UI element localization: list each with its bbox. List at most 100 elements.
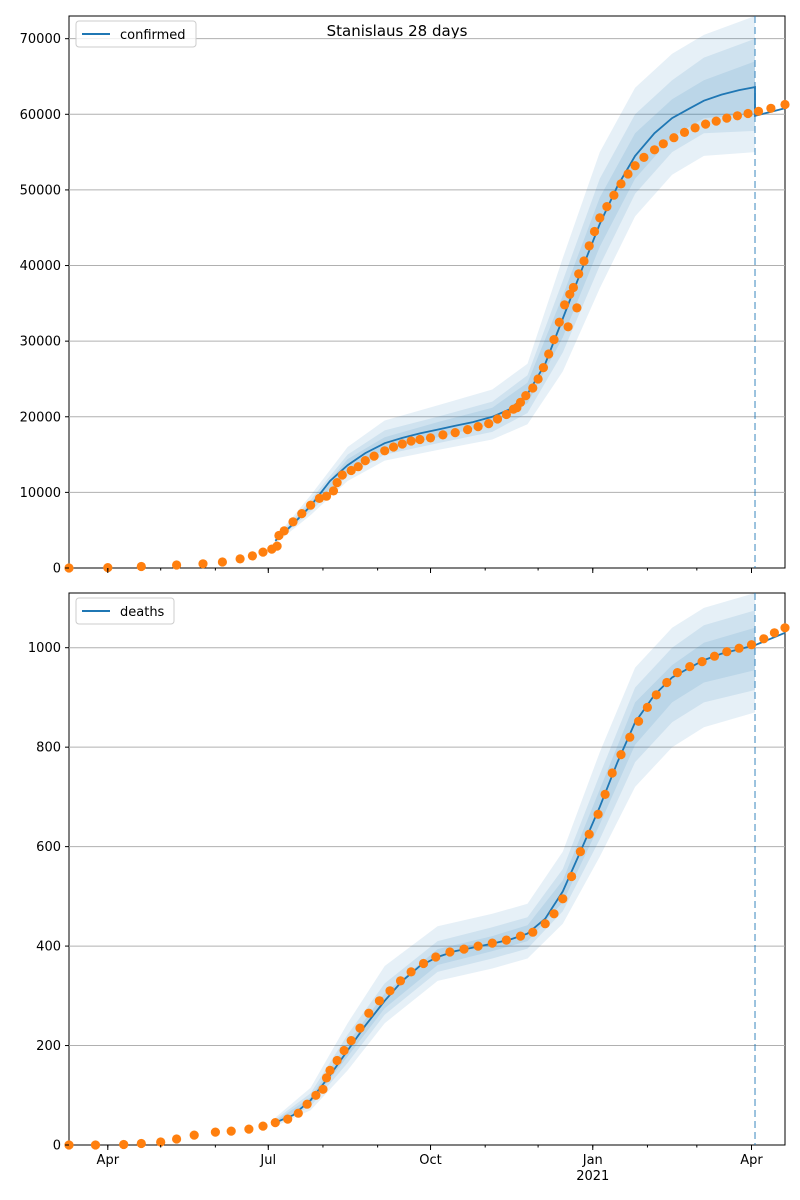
observed-point — [759, 634, 769, 644]
plot-area-frame — [68, 15, 786, 569]
observed-points — [64, 99, 790, 573]
x-tick-label: Jan — [582, 1153, 603, 1168]
x-tick-label: Apr — [740, 1153, 763, 1168]
y-tick-label: 1000 — [28, 641, 61, 656]
observed-point — [558, 894, 568, 904]
observed-point — [602, 202, 612, 212]
observed-point — [568, 282, 579, 293]
observed-point — [136, 1138, 146, 1149]
observed-point — [311, 1090, 321, 1100]
legend-box — [75, 597, 175, 625]
observed-point — [780, 623, 790, 633]
observed-point — [515, 931, 526, 941]
observed-point — [487, 938, 497, 948]
observed-point — [574, 269, 584, 279]
observed-point — [438, 430, 448, 440]
observed-point — [283, 1114, 293, 1124]
y-tick-label: 30000 — [20, 335, 61, 350]
observed-point — [103, 563, 113, 573]
observed-point — [690, 123, 700, 133]
observed-point — [575, 847, 586, 857]
observed-point — [769, 628, 780, 638]
legend: deaths — [75, 597, 175, 625]
observed-point — [172, 560, 182, 570]
uncertainty-band — [275, 627, 755, 1124]
y-axis: 0 10000 20000 30000 40000 50000 60000 70000 — [20, 32, 69, 577]
observed-point — [560, 300, 570, 310]
observed-point — [406, 967, 416, 977]
observed-point — [623, 169, 633, 179]
legend: confirmed — [75, 20, 197, 48]
observed-point — [649, 145, 660, 155]
observed-point — [272, 541, 282, 551]
observed-point — [746, 640, 757, 650]
observed-point — [288, 517, 298, 527]
observed-point — [662, 677, 672, 688]
observed-point — [346, 465, 356, 476]
observed-point — [415, 434, 425, 445]
observed-point — [346, 1036, 356, 1046]
uncertainty-bands — [275, 593, 755, 1127]
figure-title: Stanislaus 28 days — [327, 22, 468, 40]
observed-point — [538, 363, 549, 373]
plot-area-frame — [68, 592, 786, 1146]
observed-point — [306, 500, 316, 510]
observed-point — [247, 551, 257, 561]
observed-point — [431, 952, 441, 962]
observed-point — [554, 317, 564, 327]
observed-point — [544, 349, 554, 359]
observed-point — [685, 662, 695, 672]
observed-point — [753, 106, 764, 116]
observed-point — [625, 732, 635, 742]
y-tick-label: 20000 — [20, 410, 61, 425]
observed-point — [528, 927, 538, 937]
observed-point — [321, 491, 332, 501]
legend-box — [75, 20, 197, 48]
confirmed-chart: 0 10000 20000 30000 40000 50000 60000 70000 con… — [20, 15, 790, 577]
observed-point — [709, 651, 720, 661]
observed-point — [549, 335, 559, 345]
observed-point — [297, 508, 307, 519]
observed-point — [549, 909, 559, 919]
observed-point — [337, 470, 347, 480]
observed-point — [565, 289, 575, 299]
observed-point — [314, 493, 324, 503]
observed-point — [90, 1140, 101, 1150]
observed-point — [450, 428, 460, 438]
model-line — [274, 631, 786, 1124]
observed-point — [701, 119, 711, 129]
observed-point — [425, 433, 436, 443]
observed-point — [584, 829, 594, 839]
observed-point — [501, 935, 511, 945]
observed-points — [64, 623, 790, 1150]
model-line-path — [274, 631, 786, 1124]
y-tick-label: 0 — [53, 562, 61, 577]
observed-point — [258, 547, 268, 557]
observed-point — [226, 1126, 236, 1136]
observed-point — [445, 947, 455, 957]
observed-point — [332, 1055, 342, 1066]
observed-point — [743, 108, 753, 119]
y-tick-label: 50000 — [20, 183, 61, 198]
uncertainty-band — [275, 16, 755, 544]
observed-point — [293, 1108, 303, 1118]
observed-point — [258, 1121, 268, 1131]
observed-point — [658, 139, 668, 149]
observed-point — [189, 1130, 199, 1140]
observed-point — [732, 111, 743, 121]
observed-point — [302, 1099, 312, 1109]
y-tick-label: 0 — [53, 1139, 61, 1154]
observed-point — [385, 986, 395, 996]
observed-point — [380, 446, 390, 456]
y-tick-label: 40000 — [20, 259, 61, 274]
observed-point — [616, 750, 626, 760]
observed-point — [567, 871, 577, 882]
x-tick-sublabel: 2021 — [576, 1169, 609, 1184]
observed-point — [734, 643, 744, 653]
uncertainty-band — [275, 610, 755, 1125]
observed-point — [711, 116, 721, 126]
observed-point — [672, 668, 683, 678]
y-tick-label: 400 — [36, 940, 61, 955]
